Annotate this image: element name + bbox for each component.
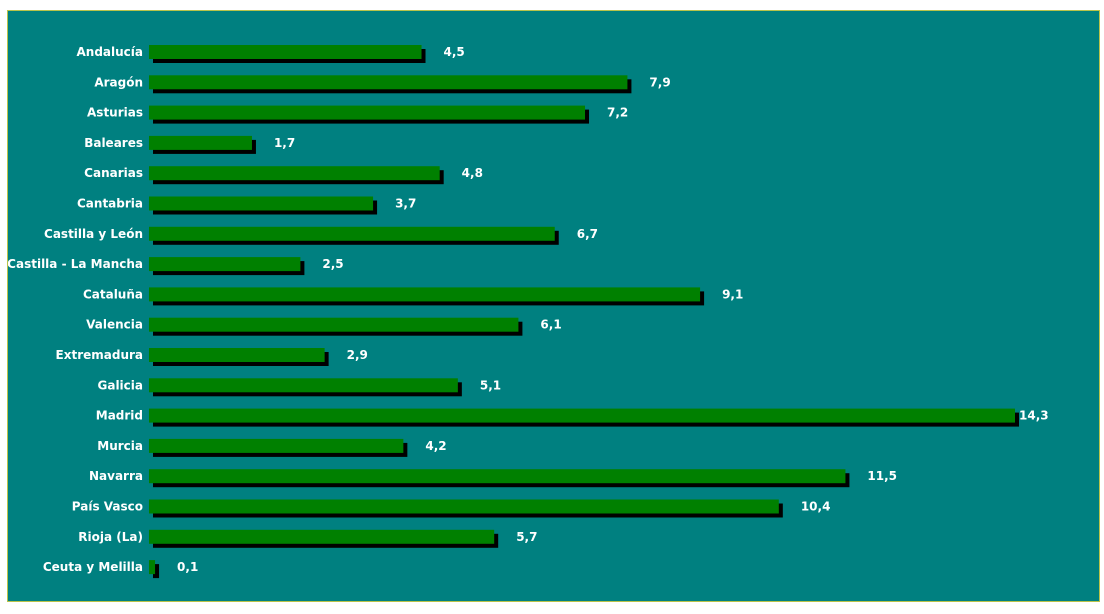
bar [149,348,325,362]
category-label: Asturias [87,106,143,120]
value-label: 5,1 [480,378,501,392]
value-label: 6,1 [540,318,561,332]
bar [149,378,458,393]
category-label: Valencia [86,318,143,332]
category-label: Cantabria [77,197,143,211]
bar [149,226,555,241]
value-label: 1,7 [274,136,295,150]
value-label: 11,5 [867,469,897,483]
category-label: País Vasco [72,500,143,514]
value-label: 4,8 [462,166,483,180]
bars-layer: Andalucía 4,5 Aragón 7,9 Asturias 7,2 Baleares… [8,45,1049,579]
bar [149,408,1015,423]
bar [149,560,156,575]
bar-shadow [153,564,160,579]
category-label: Galicia [98,378,144,392]
bar [149,45,422,59]
bar [149,438,404,453]
bar-chart: Andalucía 4,5 Aragón 7,9 Asturias 7,2 Baleares… [8,11,1099,601]
value-label: 10,4 [801,500,831,514]
bar [149,105,586,120]
bar [149,196,374,211]
bar [149,317,519,332]
chart-frame: Andalucía 4,5 Aragón 7,9 Asturias 7,2 Baleares… [7,10,1100,602]
category-label: Rioja (La) [78,530,143,544]
category-label: Navarra [89,469,143,483]
category-label: Andalucía [77,45,144,59]
bar [149,529,495,544]
bar [149,287,701,302]
value-label: 7,2 [607,106,628,120]
bar [149,499,779,514]
category-label: Ceuta y Melilla [43,560,143,574]
category-label: Murcia [97,439,143,453]
category-label: Canarias [84,166,143,180]
value-label: 9,1 [722,287,743,301]
value-label: 5,7 [516,530,537,544]
bar [149,166,440,181]
value-label: 2,5 [322,257,343,271]
value-label: 2,9 [347,348,368,362]
category-label: Castilla - La Mancha [8,257,143,271]
value-label: 14,3 [1019,409,1049,423]
category-label: Extremadura [56,348,143,362]
category-label: Castilla y León [44,227,143,241]
value-label: 7,9 [649,75,670,89]
bar [149,75,628,90]
category-label: Baleares [84,136,143,150]
category-label: Aragón [94,75,143,89]
value-label: 6,7 [577,227,598,241]
bar [149,469,846,484]
value-label: 3,7 [395,197,416,211]
bar [149,135,252,150]
category-label: Madrid [96,409,143,423]
category-label: Cataluña [83,287,143,301]
value-label: 0,1 [177,560,198,574]
bar [149,257,301,272]
value-label: 4,5 [444,45,465,59]
value-label: 4,2 [425,439,446,453]
